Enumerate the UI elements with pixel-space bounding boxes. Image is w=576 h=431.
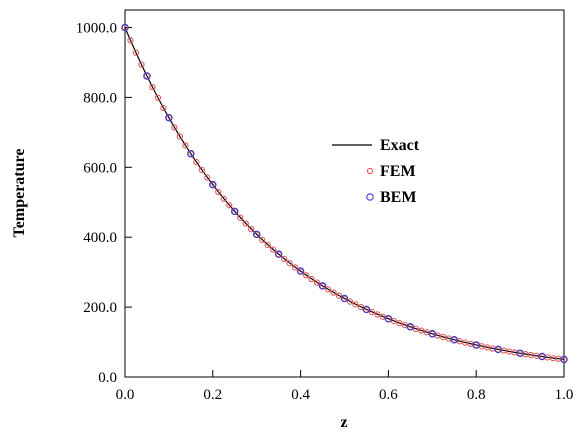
fem-point — [335, 292, 343, 299]
x-tick-label: 1.0 — [555, 387, 574, 403]
fem-point — [149, 83, 156, 91]
legend-label: FEM — [380, 163, 416, 180]
x-tick-label: 0.4 — [291, 387, 310, 403]
fem-point — [346, 298, 354, 305]
fem-point — [270, 246, 277, 253]
fem-point — [308, 275, 315, 283]
bem-point — [472, 341, 480, 349]
bem-point — [209, 180, 217, 189]
bem-point — [143, 72, 151, 80]
legend-item-fem: FEM — [366, 163, 416, 180]
bem-point — [318, 282, 327, 290]
fem-point — [286, 260, 293, 267]
fem-point — [171, 124, 178, 131]
legend-item-bem: BEM — [366, 189, 416, 206]
fem-point — [313, 279, 321, 286]
fem-point — [215, 188, 222, 196]
fem-point — [280, 255, 288, 263]
fem-point — [418, 327, 425, 334]
fem-point — [374, 311, 381, 318]
bem-point — [494, 345, 502, 354]
fem-point — [176, 133, 184, 140]
x-axis-title: z — [340, 414, 347, 431]
fem-point — [127, 37, 134, 44]
bem-point — [406, 323, 415, 331]
fem-point — [242, 220, 249, 227]
fem-point — [324, 286, 332, 293]
bem-point — [252, 230, 261, 239]
y-tick-label: 200.0 — [83, 300, 117, 316]
y-tick-label: 400.0 — [83, 230, 117, 246]
fem-point — [330, 289, 337, 296]
fem-point — [204, 174, 211, 181]
fem-point — [160, 104, 167, 112]
bem-point — [384, 314, 393, 323]
fem-point — [226, 202, 233, 209]
bem-point — [296, 267, 305, 275]
bem-point — [516, 349, 524, 357]
y-axis-ticks: 0.0 200.0 400.0 600.0 800.0 1000.0 — [76, 20, 132, 386]
fem-point — [237, 214, 244, 221]
fem-point — [121, 24, 129, 31]
fem-point — [132, 49, 140, 56]
bem-point — [274, 250, 283, 258]
fem-point — [138, 61, 145, 68]
fem-point — [259, 236, 266, 243]
bem-point — [187, 149, 195, 158]
fem-point — [302, 272, 310, 279]
bem-point — [340, 294, 349, 303]
fem-point — [264, 241, 271, 248]
fem-point — [182, 142, 189, 149]
y-axis-title: Temperature — [11, 149, 28, 238]
series-layer — [121, 23, 568, 364]
bem-point — [428, 330, 437, 338]
legend: Exact FEM BEM — [332, 137, 420, 206]
bem-point — [362, 305, 371, 314]
y-tick-label: 600.0 — [83, 160, 117, 176]
bem-point — [231, 207, 239, 216]
fem-point — [198, 166, 205, 174]
legend-marker-swatch — [366, 193, 374, 201]
legend-item-exact: Exact — [332, 137, 420, 154]
series-exact-line — [124, 27, 565, 360]
y-tick-label: 800.0 — [83, 90, 117, 106]
bem-point — [538, 352, 546, 361]
fem-point — [154, 94, 162, 101]
x-tick-label: 0.6 — [379, 387, 398, 403]
x-tick-label: 0.2 — [203, 387, 222, 403]
x-tick-label: 0.0 — [116, 387, 135, 403]
fem-point — [248, 226, 255, 233]
bem-point — [560, 355, 568, 364]
fem-point — [352, 301, 359, 308]
bem-point — [165, 113, 173, 122]
legend-marker-swatch — [366, 167, 374, 175]
fem-point — [220, 195, 227, 202]
fem-point — [368, 308, 376, 316]
bem-point — [450, 336, 458, 344]
fem-point — [291, 264, 299, 271]
y-tick-label: 1000.0 — [76, 20, 117, 36]
x-tick-label: 0.8 — [467, 387, 486, 403]
legend-label: Exact — [380, 137, 420, 154]
fem-point — [440, 333, 447, 341]
bem-point — [121, 23, 129, 32]
legend-label: BEM — [380, 189, 416, 206]
plot-frame — [124, 9, 565, 378]
y-tick-label: 0.0 — [98, 370, 117, 386]
x-axis-ticks: 0.0 0.2 0.4 0.6 0.8 1.0 — [116, 370, 574, 403]
fem-point — [396, 319, 403, 327]
fem-point — [193, 158, 200, 166]
